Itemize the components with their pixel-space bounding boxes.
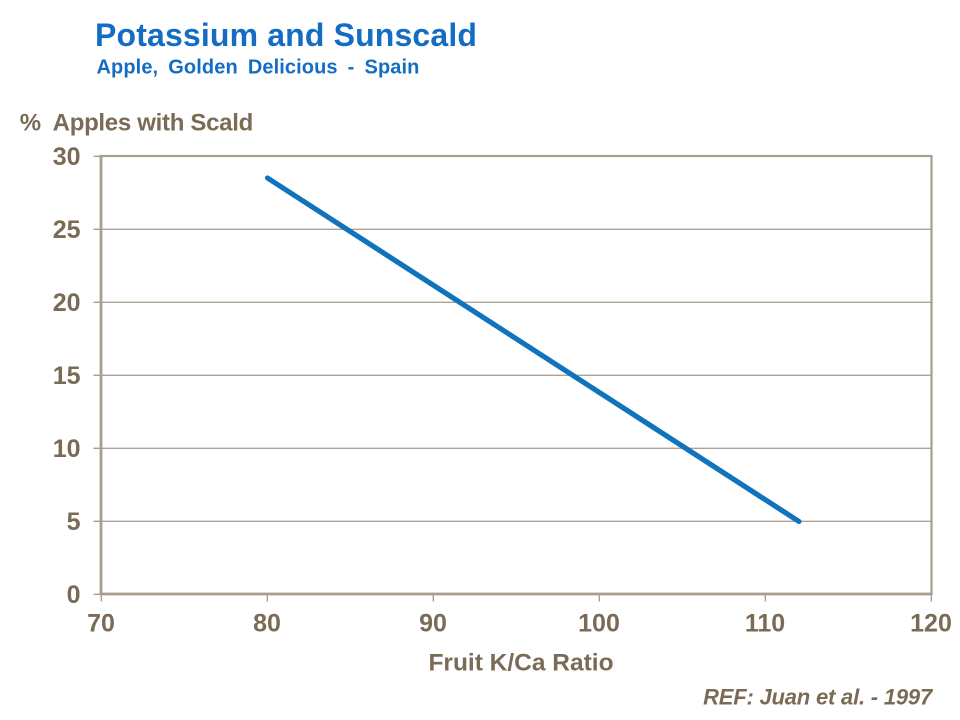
svg-text:10: 10 <box>53 435 81 463</box>
svg-text:0: 0 <box>67 581 81 609</box>
svg-text:100: 100 <box>578 610 620 638</box>
svg-text:REF: Juan et al. - 1997: REF: Juan et al. - 1997 <box>703 685 934 710</box>
svg-text:15: 15 <box>53 362 81 390</box>
svg-text:20: 20 <box>53 289 81 317</box>
svg-text:Apple, Golden Delicious - Spai: Apple, Golden Delicious - Spain <box>97 57 420 79</box>
svg-text:% Apples with Scald: % Apples with Scald <box>20 110 253 137</box>
svg-text:30: 30 <box>53 143 81 171</box>
svg-text:Fruit K/Ca Ratio: Fruit K/Ca Ratio <box>428 650 613 677</box>
svg-text:120: 120 <box>910 610 952 638</box>
svg-text:Potassium and Sunscald: Potassium and Sunscald <box>95 17 477 53</box>
svg-text:90: 90 <box>419 610 447 638</box>
svg-text:70: 70 <box>87 610 115 638</box>
svg-text:25: 25 <box>53 216 81 244</box>
svg-text:80: 80 <box>253 610 281 638</box>
svg-text:5: 5 <box>67 508 81 536</box>
svg-text:110: 110 <box>745 610 785 638</box>
